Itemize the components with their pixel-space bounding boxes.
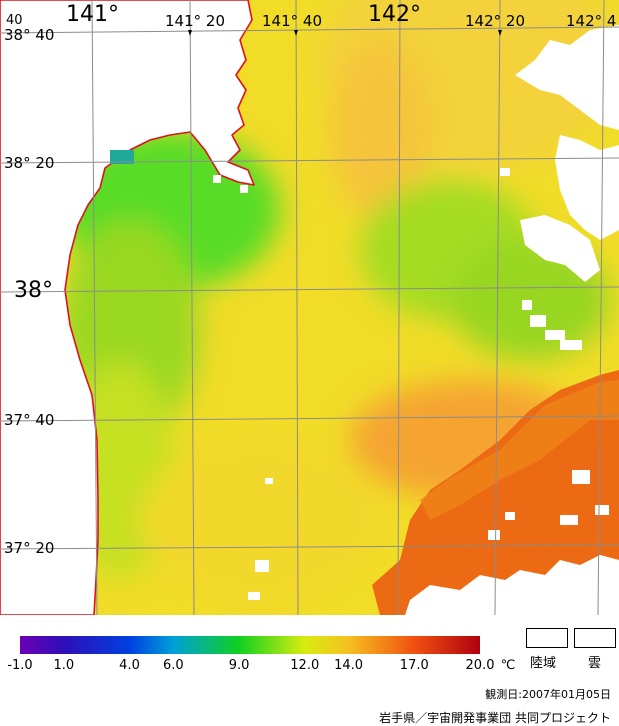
lon-label-141-20: 141° 20	[165, 12, 225, 30]
colorbar-tick-label: 4.0	[119, 658, 140, 673]
lat-label-37-20: 37° 20	[4, 539, 55, 557]
lon-label-142-40: 142° 4	[566, 12, 617, 30]
colorbar-tick-label: 6.0	[162, 658, 184, 673]
land	[0, 0, 255, 615]
top-tick-marks	[188, 30, 502, 36]
lon-label-141-40: 141° 40	[262, 12, 322, 30]
graticule	[0, 0, 619, 615]
lat-label-38-20: 38° 20	[4, 154, 55, 172]
land-legend-swatch	[526, 628, 568, 648]
warm-current-edge	[420, 380, 619, 520]
colorbar-tick-label: 1.0	[53, 658, 75, 673]
colorbar-tick-label: -1.0	[7, 658, 33, 673]
colorbar-tick-label: 9.0	[228, 658, 250, 673]
colorbar-tick-label: 20.0	[465, 658, 495, 673]
coastal-anomaly	[110, 150, 134, 164]
corner-label: 40	[6, 13, 23, 28]
lat-label-37-40: 37° 40	[4, 411, 55, 429]
colorbar-tick-label: 14.0	[334, 658, 364, 673]
unit-label: ℃	[500, 658, 516, 673]
cloud-legend-swatch	[574, 628, 616, 648]
lat-label-38: 38°	[14, 278, 53, 303]
colorbar-tick-label: 12.0	[290, 658, 320, 673]
lon-label-142: 142°	[368, 2, 421, 27]
colorbar-tick-label: 17.0	[399, 658, 429, 673]
temperature-colorbar	[20, 636, 480, 654]
observation-date: 観測日:2007年01月05日	[485, 688, 611, 701]
lat-label-38-40: 38° 40	[4, 26, 55, 44]
cloud-legend-label: 雲	[588, 656, 602, 671]
cloud-patches	[213, 25, 619, 615]
project-credit: 岩手県／宇宙開発事業団 共同プロジェクト	[379, 711, 611, 725]
land-legend-label: 陸域	[530, 656, 557, 671]
sea-surface-temperature-map	[0, 0, 619, 615]
lon-label-141: 141°	[66, 2, 119, 27]
lon-label-142-20: 142° 20	[465, 12, 525, 30]
